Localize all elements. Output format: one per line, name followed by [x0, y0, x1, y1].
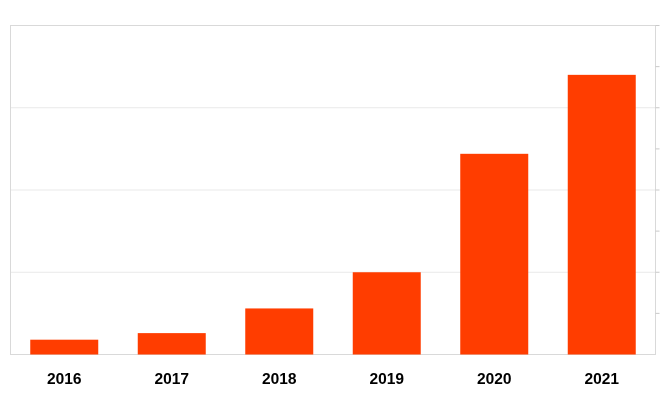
x-tick-label-2018: 2018: [262, 371, 297, 388]
bar-2020: [460, 153, 529, 355]
bar-2017: [137, 333, 206, 355]
x-tick-label-2020: 2020: [477, 371, 511, 388]
x-tick-label-2016: 2016: [47, 371, 82, 388]
x-tick-label-2017: 2017: [155, 371, 189, 388]
bar-2021: [567, 74, 636, 355]
x-tick-label-2019: 2019: [370, 371, 405, 388]
x-tick-label-2021: 2021: [585, 371, 620, 388]
bar-2018: [245, 308, 314, 355]
bar-2016: [30, 339, 99, 355]
bar-2019: [352, 272, 421, 355]
